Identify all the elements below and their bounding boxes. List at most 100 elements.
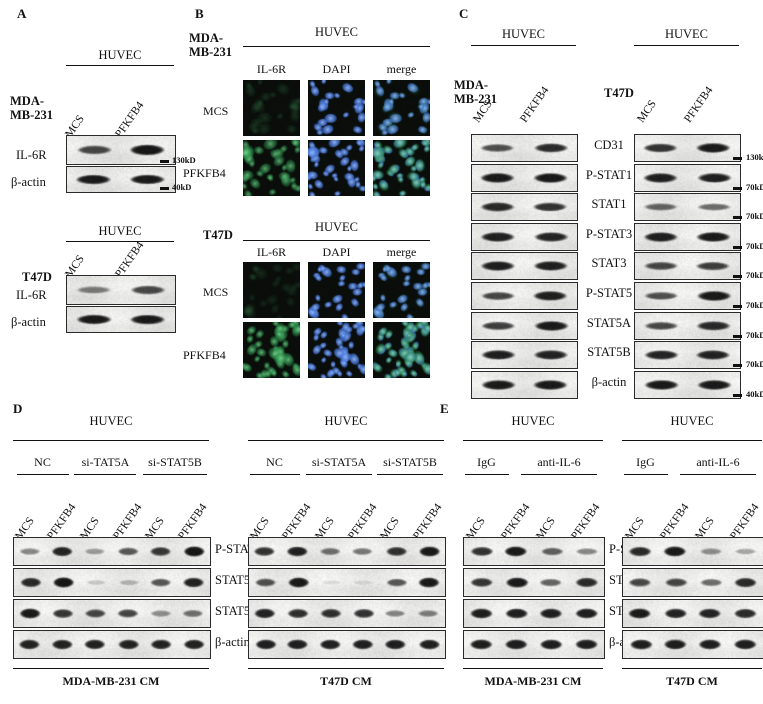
panel-b-micrograph-g1-r0-c1 xyxy=(308,80,365,136)
panel-c-mw-tick-7 xyxy=(733,364,742,368)
panel-d-blot2-header: HUVEC xyxy=(324,414,368,428)
panel-e-blot1-bottom-label: MDA-MB-231 CM xyxy=(484,674,582,688)
panel-b-micrograph-g2-r1-c1 xyxy=(308,322,365,378)
panel-c-right-blot-stat5b xyxy=(634,341,741,370)
panel-c-mw-tick-4 xyxy=(733,275,742,279)
panel-c-right-header: HUVEC xyxy=(664,27,709,41)
panel-b-micrograph-g2-r0-c1 xyxy=(308,262,365,318)
panel-c-mw-tick-8 xyxy=(733,393,742,397)
panel-c-mw-tick-3 xyxy=(733,245,742,249)
panel-d-blot2-blot-p-stat5 xyxy=(248,537,446,566)
panel-c-left-blot-stat5b xyxy=(471,341,578,370)
panel-d-blot1-cond-2: si-STAT5B xyxy=(148,455,202,469)
panel-c-protein-label-0: CD31 xyxy=(594,138,624,152)
panel-c-mw-tick-5 xyxy=(733,305,742,308)
panel-e-blot2-bottom-label: T47D CM xyxy=(666,674,718,688)
panel-d-blot2-blot-β-actin xyxy=(248,630,446,659)
panel-e-blot2-header-rule xyxy=(622,440,762,442)
panel-c-right-lane-1: PFKFB4 xyxy=(682,84,716,125)
panel-a-blot2-header-rule xyxy=(66,241,174,243)
panel-d-blot2-lane-1: PFKFB4 xyxy=(280,501,314,542)
panel-a-blot1-protein-1: β-actin xyxy=(11,175,46,189)
panel-d-blot2-cond-rule-2 xyxy=(377,474,443,476)
panel-b-micrograph-g2-r1-c2 xyxy=(373,322,430,378)
panel-d-blot2-blot-stat5a xyxy=(248,568,446,597)
panel-c-left-header: HUVEC xyxy=(501,27,546,41)
panel-b-micrograph-g1-r1-c1 xyxy=(308,140,365,196)
panel-e-blot1-blot-stat5a xyxy=(463,568,605,597)
panel-c-right-blot-cd31 xyxy=(634,134,741,162)
panel-c-left-blot-stat3 xyxy=(471,252,578,281)
panel-c-protein-label-6: STAT5A xyxy=(586,315,632,330)
panel-d-blot2-cond-rule-0 xyxy=(250,474,300,476)
panel-e-blot1-cond-rule-1 xyxy=(521,474,597,476)
panel-c-left-blot-p-stat3 xyxy=(471,222,578,251)
panel-a-blot1-header-rule xyxy=(66,65,174,67)
panel-c-left-blot-β-actin xyxy=(471,370,578,399)
panel-e-blot2-blot-stat5a xyxy=(622,568,763,597)
panel-d-blot1-header: HUVEC xyxy=(89,414,133,428)
panel-c-right-header-rule xyxy=(634,45,739,47)
panel-e-blot1-blot-stat5b xyxy=(463,599,605,628)
panel-c-mw-tick-6 xyxy=(733,334,742,338)
panel-e-blot1-header: HUVEC xyxy=(511,414,555,428)
panel-c-right-blot-stat1 xyxy=(634,193,741,222)
panel-d-blot1-blot-stat5a xyxy=(13,568,211,597)
panel-a-blot2-row-0 xyxy=(66,275,176,305)
panel-c-right-cellline: T47D xyxy=(604,86,634,100)
panel-d-blot1-blot-β-actin xyxy=(13,630,211,659)
panel-d-blot1-blot-p-stat5 xyxy=(13,537,211,566)
panel-e-blot2-bottom-rule xyxy=(622,668,762,670)
panel-c-protein-label-2: STAT1 xyxy=(591,197,627,212)
panel-d-blot1-blot-stat5b xyxy=(13,599,211,628)
panel-a-blot1-row-1 xyxy=(66,166,176,193)
panel-b-group2-channel-2: merge xyxy=(386,245,417,259)
panel-b-micrograph-g1-r0-c0 xyxy=(243,80,300,136)
panel-a-blot1-cellline: MDA- MB-231 xyxy=(10,94,54,122)
panel-a-blot1-row-0 xyxy=(66,135,176,165)
panel-c-mw-tick-1 xyxy=(733,186,742,190)
panel-d-blot1-lane-1: PFKFB4 xyxy=(45,501,79,542)
panel-a-blot1-protein-0: IL-6R xyxy=(16,148,47,162)
panel-d-blot1-cond-0: NC xyxy=(34,455,51,469)
panel-letter-b: B xyxy=(195,6,204,21)
panel-c-right-lane-0: MCS xyxy=(635,98,659,125)
panel-c-left-cellline: MDA- MB-231 xyxy=(454,78,498,106)
panel-letter-c: C xyxy=(459,6,469,21)
panel-a-blot1-lane-1: PFKFB4 xyxy=(113,99,147,140)
panel-c-protein-label-1: P-STAT1 xyxy=(585,167,633,182)
panel-d-blot2-cond-rule-1 xyxy=(306,474,372,476)
panel-a-blot2-cellline: T47D xyxy=(22,270,52,284)
panel-b-micrograph-g1-r1-c0 xyxy=(243,140,300,196)
panel-a-mw-label-1: 40kD xyxy=(172,182,192,192)
panel-d-blot2-cond-2: si-STAT5B xyxy=(383,455,437,469)
panel-b-micrograph-g1-r1-c2 xyxy=(373,140,430,196)
panel-d-blot1-lane-5: PFKFB4 xyxy=(176,501,210,542)
panel-e-blot2-blot-β-actin xyxy=(622,630,763,659)
panel-c-right-blot-stat3 xyxy=(634,252,741,281)
panel-c-protein-label-5: P-STAT5 xyxy=(585,286,633,300)
panel-e-blot1-header-rule xyxy=(463,440,603,442)
panel-e-blot1-lane-1: PFKFB4 xyxy=(498,501,532,542)
panel-a-mw-label-0: 130kD xyxy=(172,155,196,165)
panel-a-blot1-header: HUVEC xyxy=(98,48,142,62)
panel-c-left-blot-p-stat5 xyxy=(471,282,578,310)
panel-e-blot2-header: HUVEC xyxy=(670,414,714,428)
panel-c-protein-label-4: STAT3 xyxy=(591,256,627,271)
panel-e-blot2-cond-rule-0 xyxy=(624,474,668,476)
panel-c-mw-label-0: 130kD xyxy=(746,152,763,162)
panel-d-blot1-lane-3: PFKFB4 xyxy=(110,501,145,542)
panel-b-micrograph-g2-r0-c2 xyxy=(373,262,430,318)
panel-c-left-blot-cd31 xyxy=(471,134,578,162)
panel-e-blot2-lane-1: PFKFB4 xyxy=(657,501,691,542)
panel-d-blot1-cond-rule-0 xyxy=(17,474,69,476)
panel-c-mw-label-7: 70kD xyxy=(746,359,763,370)
panel-b-micrograph-g2-r1-c0 xyxy=(243,322,300,378)
panel-d-blot2-header-rule xyxy=(248,440,444,442)
panel-e-blot2-cond-0: IgG xyxy=(636,455,655,469)
panel-c-left-blot-stat5a xyxy=(471,311,578,340)
panel-b-group1-channel-0: IL-6R xyxy=(256,62,287,76)
panel-b-group2-header: HUVEC xyxy=(314,220,359,234)
panel-d-blot1-bottom-rule xyxy=(13,668,209,670)
